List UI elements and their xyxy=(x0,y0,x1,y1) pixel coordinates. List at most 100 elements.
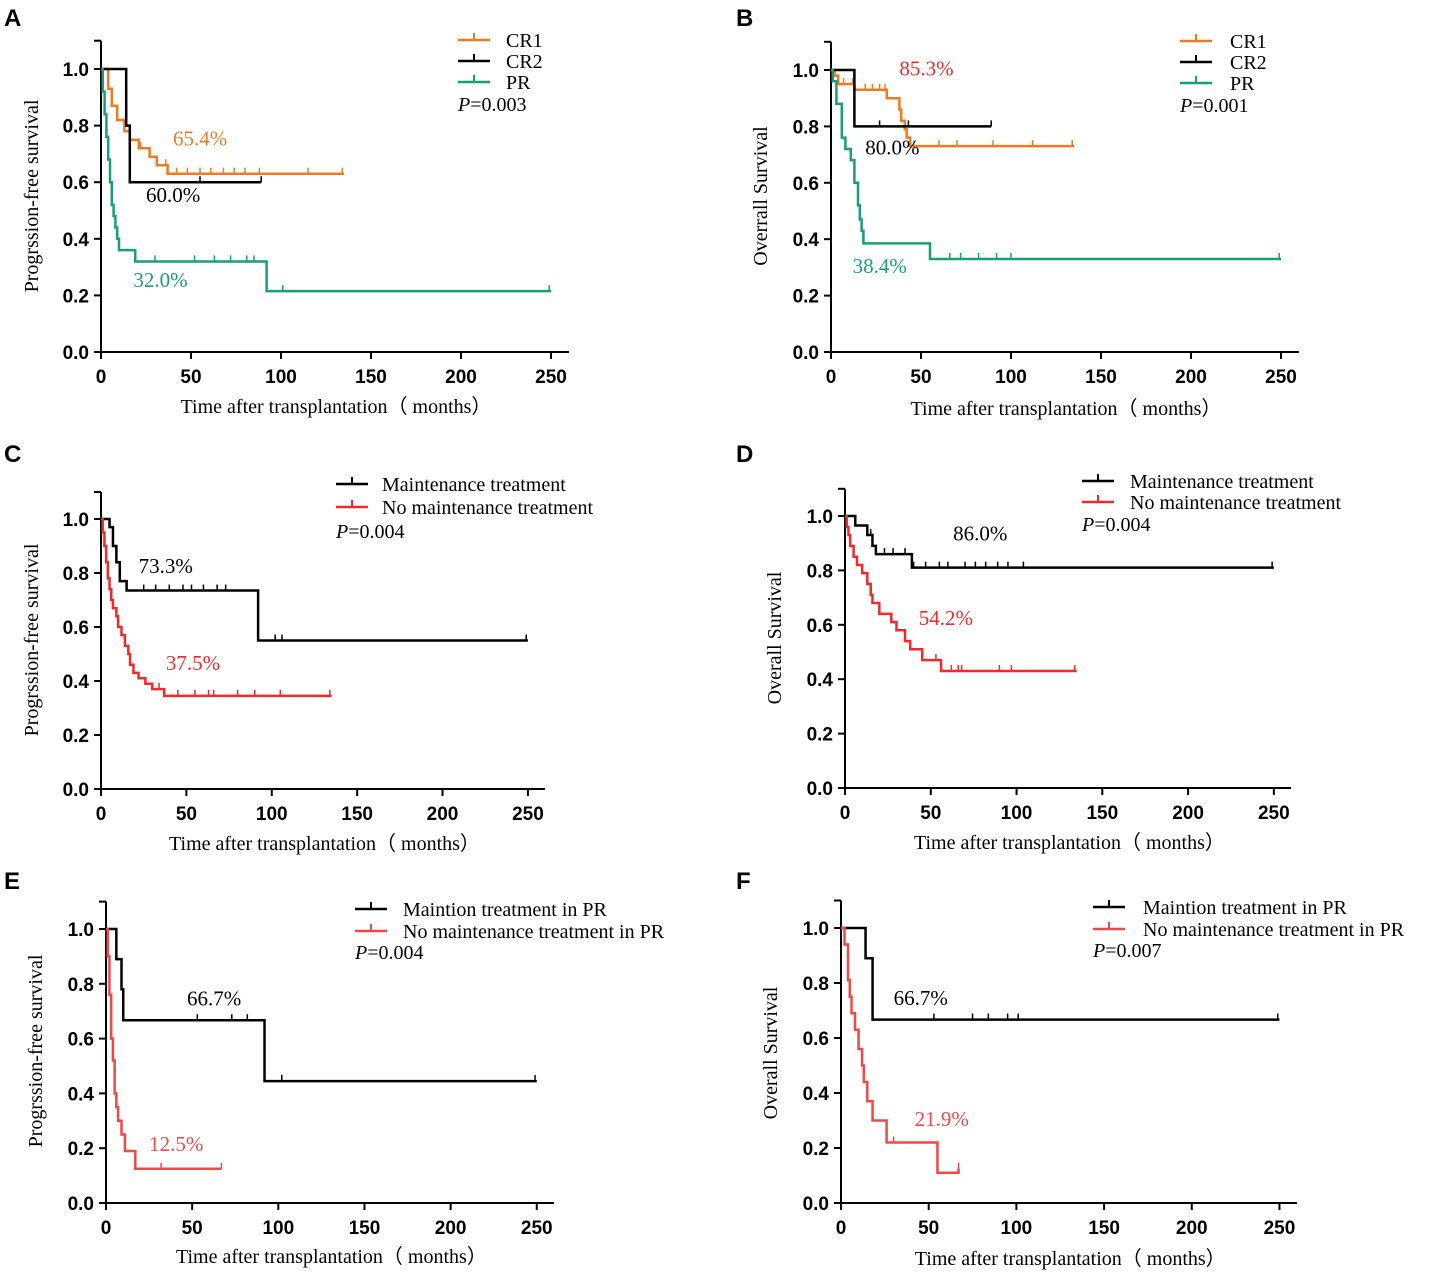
panel-b-ytick-label-0: 0.0 xyxy=(793,343,819,364)
panel-b-series-2-curve xyxy=(831,68,1281,261)
panel-b-p-symbol: P xyxy=(1179,95,1192,117)
panel-c-legend-1-label: No maintenance treatment xyxy=(382,497,593,519)
panel-a-legend-1-label: CR2 xyxy=(506,51,543,73)
panel-b-ytick-label-3: 0.6 xyxy=(793,174,819,195)
panel-a-p-number: =0.003 xyxy=(470,94,526,116)
panel-d-series-1-curve xyxy=(845,514,1077,673)
panel-b-xtick-label-0: 0 xyxy=(826,367,837,388)
panel-b-annotation-2: 38.4% xyxy=(853,254,907,278)
panel-e-legend-1-label: No maintenance treatment in PR xyxy=(403,921,665,943)
panel-f-ytick-label-4: 0.8 xyxy=(803,974,829,995)
panel-e-p-value: P=0.004 xyxy=(354,942,424,964)
panel-c-ytick-label-3: 0.6 xyxy=(63,618,89,639)
panel-e-ytick-label-3: 0.6 xyxy=(68,1030,94,1051)
panel-e-annotation-1: 12.5% xyxy=(149,1132,203,1156)
panel-c-xtick-label-3: 150 xyxy=(341,804,373,825)
panel-c-xtick-label-5: 250 xyxy=(512,804,544,825)
panel-d-ytick-label-3: 0.6 xyxy=(807,616,833,637)
panel-f-xtick-label-3: 150 xyxy=(1088,1218,1120,1239)
panel-f: F 0.0 0.2 0.4 0.6 0.8 1.0 0 50 100 150 200 250 Time a… xyxy=(736,868,1405,1270)
panel-f-letter: F xyxy=(736,868,751,895)
panel-e-series-0-curve xyxy=(106,927,537,1083)
panel-d-legend-1-label: No maintenance treatment xyxy=(1130,492,1341,514)
panel-d-xtick-label-4: 200 xyxy=(1172,803,1204,824)
panel-b-ytick-label-2: 0.4 xyxy=(793,230,820,251)
panel-d: D 0.0 0.2 0.4 0.6 0.8 1.0 0 50 100 150 200 250 Time a… xyxy=(736,441,1341,854)
panel-e-series-1-curve xyxy=(106,927,222,1170)
panel-b-ytick-label-1: 0.2 xyxy=(793,287,819,308)
panel-e-letter: E xyxy=(4,868,20,895)
panel-c-annotation-0: 73.3% xyxy=(139,554,193,578)
panel-b: B 0.0 0.2 0.4 0.6 0.8 1.0 0 50 100 150 200 250 Time a… xyxy=(736,5,1299,420)
panel-c-letter: C xyxy=(4,441,21,468)
panel-a-ytick-label-5: 1.0 xyxy=(63,60,89,81)
panel-f-xtick-label-4: 200 xyxy=(1176,1218,1208,1239)
panel-c-ytick-label-2: 0.4 xyxy=(63,672,90,693)
panel-a-p-symbol: P xyxy=(457,94,470,116)
panel-a-xtick-label-4: 200 xyxy=(445,367,477,388)
panel-f-ytick-label-3: 0.6 xyxy=(803,1029,829,1050)
panel-d-p-value: P=0.004 xyxy=(1081,514,1151,536)
panel-a-letter: A xyxy=(4,5,21,32)
panel-e-xtick-label-1: 50 xyxy=(182,1218,203,1239)
panel-b-p-number: =0.001 xyxy=(1192,95,1248,117)
panel-e-ylabel: Progrssion-free survival xyxy=(25,954,47,1147)
panel-c-xtick-label-2: 100 xyxy=(256,804,288,825)
panel-c-ylabel: Progrssion-free survival xyxy=(21,543,43,736)
panel-c-xtick-label-0: 0 xyxy=(96,804,107,825)
panel-b-xtick-label-4: 200 xyxy=(1175,367,1207,388)
panel-a-annotation-2: 32.0% xyxy=(133,268,187,292)
panel-b-series-1-curve xyxy=(831,68,992,128)
panel-c-legend-0-label: Maintenance treatment xyxy=(382,474,566,496)
panel-b-ylabel: Overrall Survival xyxy=(750,126,772,266)
panel-e-ytick-label-2: 0.4 xyxy=(68,1084,95,1105)
panel-d-xtick-label-3: 150 xyxy=(1086,803,1118,824)
panel-e-xtick-label-5: 250 xyxy=(521,1218,553,1239)
panel-b-letter: B xyxy=(736,5,753,32)
panel-d-xlabel: Time after transplantation（ months） xyxy=(914,831,1225,854)
panel-c-ytick-label-5: 1.0 xyxy=(63,510,89,531)
panel-c-series-1-curve xyxy=(101,517,332,698)
panel-b-xtick-label-5: 250 xyxy=(1265,367,1297,388)
panel-a: A 0.0 0.2 0.4 0.6 0.8 1.0 0 50 100 150 200 250 Time a… xyxy=(4,5,569,418)
panel-d-ytick-label-4: 0.8 xyxy=(807,561,833,582)
panel-f-legend-0-label: Maintion treatment in PR xyxy=(1143,897,1348,919)
panel-f-series-1-curve xyxy=(841,926,960,1174)
panel-d-annotation-0: 86.0% xyxy=(953,521,1007,545)
panel-a-xtick-label-5: 250 xyxy=(535,367,567,388)
panel-e-p-number: =0.004 xyxy=(367,942,423,964)
panel-b-xlabel: Time after transplantation（ months） xyxy=(911,397,1222,420)
panel-b-xtick-label-3: 150 xyxy=(1085,367,1117,388)
panel-a-legend-2-label: PR xyxy=(506,72,531,94)
panel-c-p-symbol: P xyxy=(335,521,348,543)
panel-a-ytick-label-0: 0.0 xyxy=(63,343,89,364)
panel-a-series-2-curve xyxy=(101,67,551,293)
panel-f-legend-1-label: No maintenance treatment in PR xyxy=(1143,919,1405,941)
panel-f-xtick-label-0: 0 xyxy=(836,1218,847,1239)
panel-b-legend-0-label: CR1 xyxy=(1230,31,1267,53)
panel-e: E 0.0 0.2 0.4 0.6 0.8 1.0 0 50 100 150 200 250 Time a… xyxy=(4,868,665,1268)
panel-a-ytick-label-3: 0.6 xyxy=(63,173,89,194)
panel-a-xtick-label-0: 0 xyxy=(96,367,107,388)
panel-e-ytick-label-1: 0.2 xyxy=(68,1139,94,1160)
panel-d-p-number: =0.004 xyxy=(1094,514,1150,536)
panel-c-p-value: P=0.004 xyxy=(335,521,405,543)
panel-b-annotation-0: 85.3% xyxy=(899,57,953,81)
panel-a-ytick-label-2: 0.4 xyxy=(63,230,90,251)
panel-c-ytick-label-1: 0.2 xyxy=(63,726,89,747)
panel-d-ytick-label-2: 0.4 xyxy=(807,670,834,691)
panel-c: C 0.0 0.2 0.4 0.6 0.8 1.0 0 50 100 150 200 250 Time a… xyxy=(4,441,593,855)
panel-b-legend-2-label: PR xyxy=(1230,73,1255,95)
panel-c-xtick-label-4: 200 xyxy=(427,804,459,825)
panel-d-legend-0-label: Maintenance treatment xyxy=(1130,471,1314,493)
panel-f-ylabel: Overall Survival xyxy=(760,986,782,1119)
panel-c-p-number: =0.004 xyxy=(348,521,404,543)
panel-a-annotation-1: 60.0% xyxy=(146,183,200,207)
panel-d-xtick-label-2: 100 xyxy=(1001,803,1033,824)
panel-a-ytick-label-4: 0.8 xyxy=(63,117,89,138)
panel-e-annotation-0: 66.7% xyxy=(187,987,241,1011)
panel-e-ytick-label-0: 0.0 xyxy=(68,1194,94,1215)
panel-a-annotation-0: 65.4% xyxy=(173,126,227,150)
panel-f-annotation-0: 66.7% xyxy=(894,986,948,1010)
panel-f-xtick-label-5: 250 xyxy=(1264,1218,1296,1239)
